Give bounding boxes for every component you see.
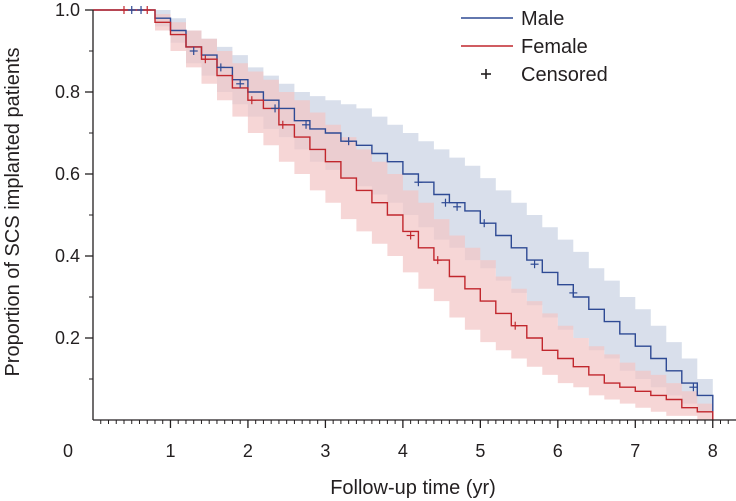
legend-label-female: Female <box>521 36 588 58</box>
censor-mark-female-6 <box>433 256 442 265</box>
censor-mark-female-7 <box>511 321 520 330</box>
censor-mark-male-14 <box>689 383 698 392</box>
y-tick-label-0.6: 0.6 <box>55 164 80 184</box>
x-axis-title: Follow-up time (yr) <box>330 477 496 499</box>
x-tick-label-3: 3 <box>320 441 330 461</box>
censor-mark-male-13 <box>569 288 578 297</box>
censor-markers <box>119 6 698 392</box>
axes: 0 1 2 3 4 5 6 7 8 0.2 0.4 0.6 0.8 1.0 <box>55 0 736 461</box>
legend-label-male: Male <box>521 8 564 30</box>
censor-mark-male-5 <box>271 104 280 113</box>
y-tick-label-0.2: 0.2 <box>55 328 80 348</box>
y-tick-label-0.4: 0.4 <box>55 246 80 266</box>
y-tick-label-0.8: 0.8 <box>55 82 80 102</box>
legend: Male Female Censored <box>461 8 608 86</box>
censor-mark-male-0 <box>127 6 136 14</box>
survival-curves <box>93 9 714 420</box>
y-ticks: 0.2 0.4 0.6 0.8 1.0 <box>55 0 93 380</box>
y-axis-title: Proportion of SCS implanted patients <box>2 47 24 376</box>
censor-mark-female-5 <box>406 231 415 240</box>
survival-line-male <box>93 9 714 420</box>
censor-mark-male-6 <box>302 120 311 129</box>
legend-marker-censored <box>481 69 491 79</box>
censor-mark-female-1 <box>143 6 152 14</box>
censor-mark-male-3 <box>216 63 225 72</box>
censor-mark-male-9 <box>441 198 450 207</box>
x-tick-label-1: 1 <box>165 441 175 461</box>
x-tick-label-0: 0 <box>63 441 73 461</box>
x-tick-label-2: 2 <box>243 441 253 461</box>
x-ticks: 0 1 2 3 4 5 6 7 8 <box>63 420 729 461</box>
y-tick-label-1: 1.0 <box>55 0 80 20</box>
survival-line-female <box>93 9 714 420</box>
censor-mark-female-2 <box>201 55 210 64</box>
censor-mark-female-0 <box>119 6 128 14</box>
censor-mark-female-3 <box>247 96 256 105</box>
x-tick-label-5: 5 <box>475 441 485 461</box>
x-tick-label-8: 8 <box>708 441 718 461</box>
censor-mark-male-4 <box>236 79 245 88</box>
censor-mark-male-10 <box>453 202 462 211</box>
x-tick-label-7: 7 <box>630 441 640 461</box>
censor-mark-male-2 <box>189 47 198 55</box>
x-tick-label-6: 6 <box>553 441 563 461</box>
censor-mark-male-12 <box>530 260 539 269</box>
x-tick-label-4: 4 <box>398 441 408 461</box>
censor-mark-male-11 <box>480 219 489 228</box>
legend-label-censored: Censored <box>521 64 608 86</box>
censor-mark-female-4 <box>278 120 287 129</box>
censor-mark-male-7 <box>344 137 353 146</box>
censor-mark-male-8 <box>414 178 423 187</box>
